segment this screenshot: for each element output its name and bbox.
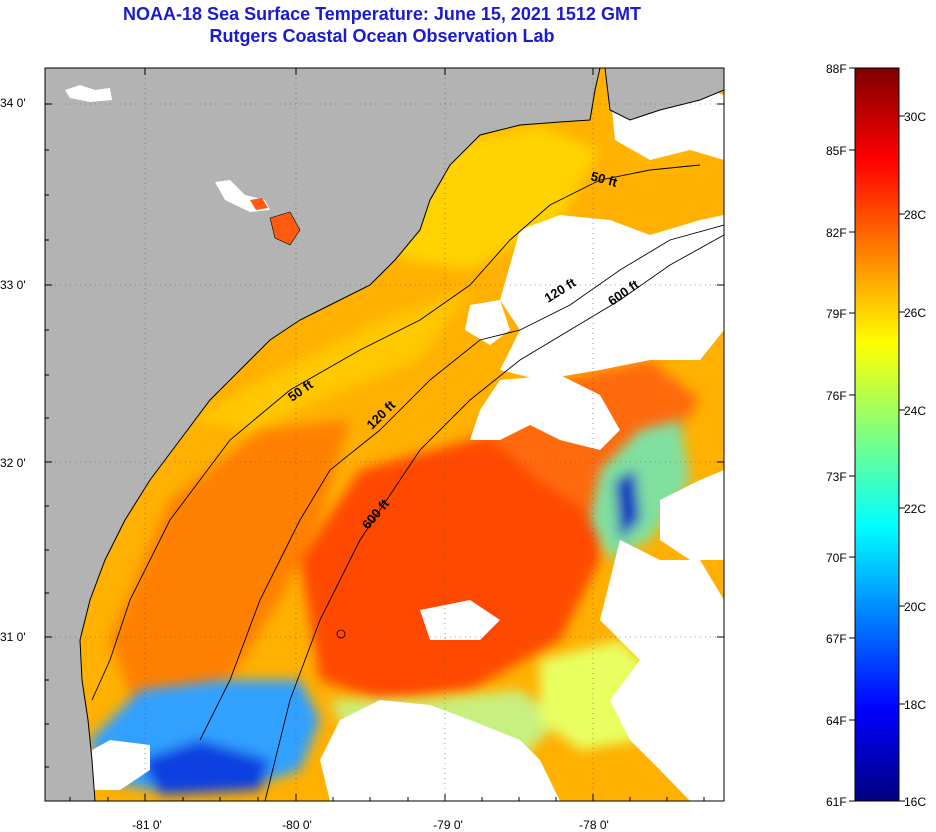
land-mass <box>45 68 601 801</box>
colorbar-label-30c: 30C <box>904 110 927 124</box>
land-northeast <box>604 68 724 121</box>
colorbar-label-28c: 28C <box>904 208 927 222</box>
colorbar-label-73f: 73F <box>826 470 847 484</box>
colorbar-ticks <box>849 67 905 802</box>
map-frame <box>44 67 725 802</box>
title-line-2: Rutgers Coastal Ocean Observation Lab <box>209 26 555 46</box>
colorbar-label-76f: 76F <box>826 389 847 403</box>
lon-label-81: -81 0' <box>132 818 162 832</box>
lat-label-33: 33 0' <box>0 278 26 292</box>
colorbar-label-79f: 79F <box>826 307 847 321</box>
inland-lake-4 <box>250 198 268 210</box>
colorbar-label-82f: 82F <box>826 226 847 240</box>
title-line-1: NOAA-18 Sea Surface Temperature: June 15… <box>123 4 641 24</box>
lon-label-79: -79 0' <box>433 818 463 832</box>
tick-marks <box>45 68 724 801</box>
colorbar-label-20c: 20C <box>904 600 927 614</box>
contour-600ft <box>264 234 724 801</box>
colorbar-label-18c: 18C <box>904 698 927 712</box>
colorbar-label-67f: 67F <box>826 632 847 646</box>
colorbar <box>854 67 900 802</box>
colorbar-label-16c: 16C <box>904 795 927 809</box>
colorbar-label-24c: 24C <box>904 404 927 418</box>
inland-lake-1 <box>269 211 301 246</box>
lat-label-32: 32 0' <box>0 456 26 470</box>
cool-patch-darkblue <box>140 740 270 795</box>
colorbar-label-70f: 70F <box>826 551 847 565</box>
graticule <box>45 68 724 801</box>
colorbar-label-64f: 64F <box>826 714 847 728</box>
yellow-shelf <box>190 290 470 430</box>
lon-label-80: -80 0' <box>282 818 312 832</box>
colorbar-label-85f: 85F <box>826 144 847 158</box>
contour-50ft <box>91 164 701 701</box>
colorbar-label-88f: 88F <box>826 62 847 76</box>
contour-ring <box>336 629 346 639</box>
lat-label-34: 34 0' <box>0 96 26 110</box>
inland-lake-3 <box>65 85 112 102</box>
gulfstream-edge-green <box>590 420 690 560</box>
warm-core <box>300 420 610 700</box>
lon-label-78: -78 0' <box>579 818 609 832</box>
colorbar-label-61f: 61F <box>826 795 847 809</box>
contour-label-50ft-north: 50 ft <box>589 168 619 190</box>
colorbar-label-26c: 26C <box>904 306 927 320</box>
inner-shelf-orange <box>110 420 350 720</box>
colorbar-label-22c: 22C <box>904 502 927 516</box>
lat-label-31: 31 0' <box>0 630 26 644</box>
contour-120ft <box>199 224 724 741</box>
gulfstream-edge-blue <box>615 470 640 540</box>
